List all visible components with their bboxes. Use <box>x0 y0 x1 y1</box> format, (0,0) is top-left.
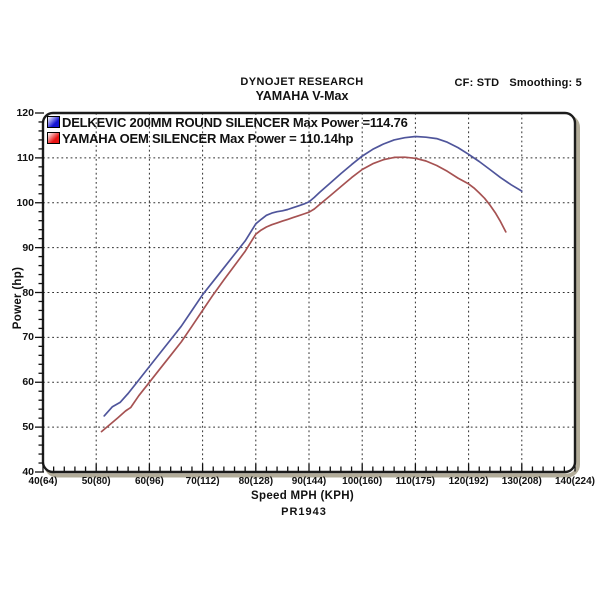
x-tick-label-60: 60(96) <box>134 476 164 487</box>
run-settings: CF: STD Smoothing: 5 <box>445 77 582 89</box>
delkevic-series-swatch-icon <box>47 116 60 128</box>
yamaha-oem-series-swatch-icon <box>47 132 60 144</box>
x-tick-label-130: 130(208) <box>501 476 542 487</box>
x-tick-label-50: 50(80) <box>81 476 111 487</box>
x-tick-label-120: 120(192) <box>448 476 489 487</box>
y-tick-label-80: 80 <box>22 286 34 299</box>
report-title: DYNOJET RESEARCH <box>240 76 364 88</box>
legend-label-delkevic: DELKEVIC 200MM ROUND SILENCER Max Power … <box>62 114 408 130</box>
x-tick-label-100: 100(160) <box>342 476 383 487</box>
smoothing-label: Smoothing: 5 <box>509 77 582 89</box>
x-tick-label-80: 80(128) <box>238 476 274 487</box>
y-tick-label-40: 40 <box>22 466 34 478</box>
correction-factor-label: CF: STD <box>454 77 500 89</box>
y-tick-label-50: 50 <box>22 421 34 434</box>
y-tick-label-60: 60 <box>22 376 34 389</box>
y-tick-label-90: 90 <box>22 241 34 254</box>
x-tick-label-40: 40(64) <box>28 476 58 487</box>
legend-item-delkevic: DELKEVIC 200MM ROUND SILENCER Max Power … <box>47 114 408 130</box>
chart-legend: DELKEVIC 200MM ROUND SILENCER Max Power … <box>47 114 408 146</box>
y-tick-label-110: 110 <box>17 151 34 164</box>
x-tick-label-70: 70(112) <box>185 476 220 487</box>
vehicle-title: YAMAHA V-Max <box>255 89 349 103</box>
legend-item-yamaha-oem: YAMAHA OEM SILENCER Max Power = 110.14hp <box>47 130 408 146</box>
legend-label-yamaha-oem: YAMAHA OEM SILENCER Max Power = 110.14hp <box>62 130 354 146</box>
run-id: PR1943 <box>281 506 327 518</box>
x-tick-label-90: 90(144) <box>291 476 327 487</box>
x-tick-label-110: 110(175) <box>395 476 436 487</box>
y-tick-label-70: 70 <box>22 331 34 344</box>
y-tick-label-120: 120 <box>16 107 34 119</box>
y-tick-label-100: 100 <box>16 196 34 209</box>
x-axis-title: Speed MPH (KPH) <box>251 490 354 502</box>
x-tick-label-140: 140(224) <box>554 476 596 487</box>
